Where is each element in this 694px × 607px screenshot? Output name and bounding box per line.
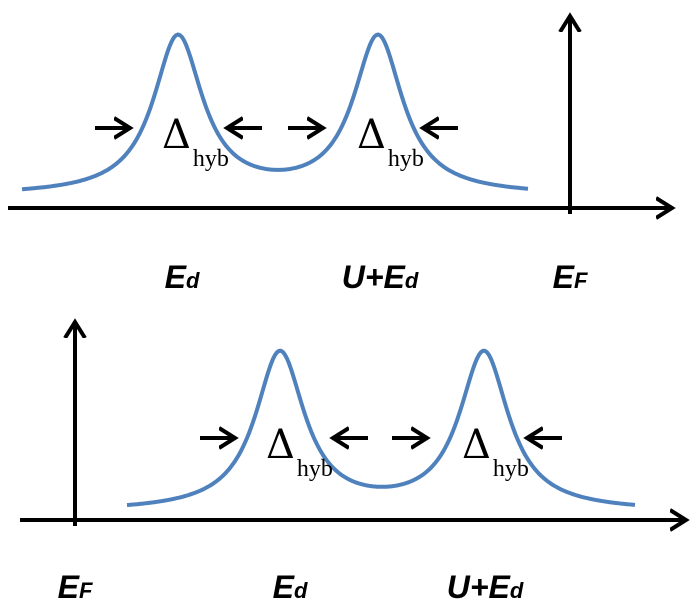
dos-curve [21,32,529,192]
delta-label: Δhyb [266,422,333,482]
energy-label: EF [553,259,588,295]
energy-label: U+Ed [447,569,524,605]
delta-label: Δhyb [462,422,529,482]
energy-label: EF [58,569,93,605]
delta-label: Δhyb [357,112,424,172]
energy-label: U+Ed [342,259,419,295]
energy-label: Ed [273,569,308,605]
dos-curve [126,348,636,507]
delta-label: Δhyb [162,112,229,172]
energy-label: Ed [165,259,200,295]
